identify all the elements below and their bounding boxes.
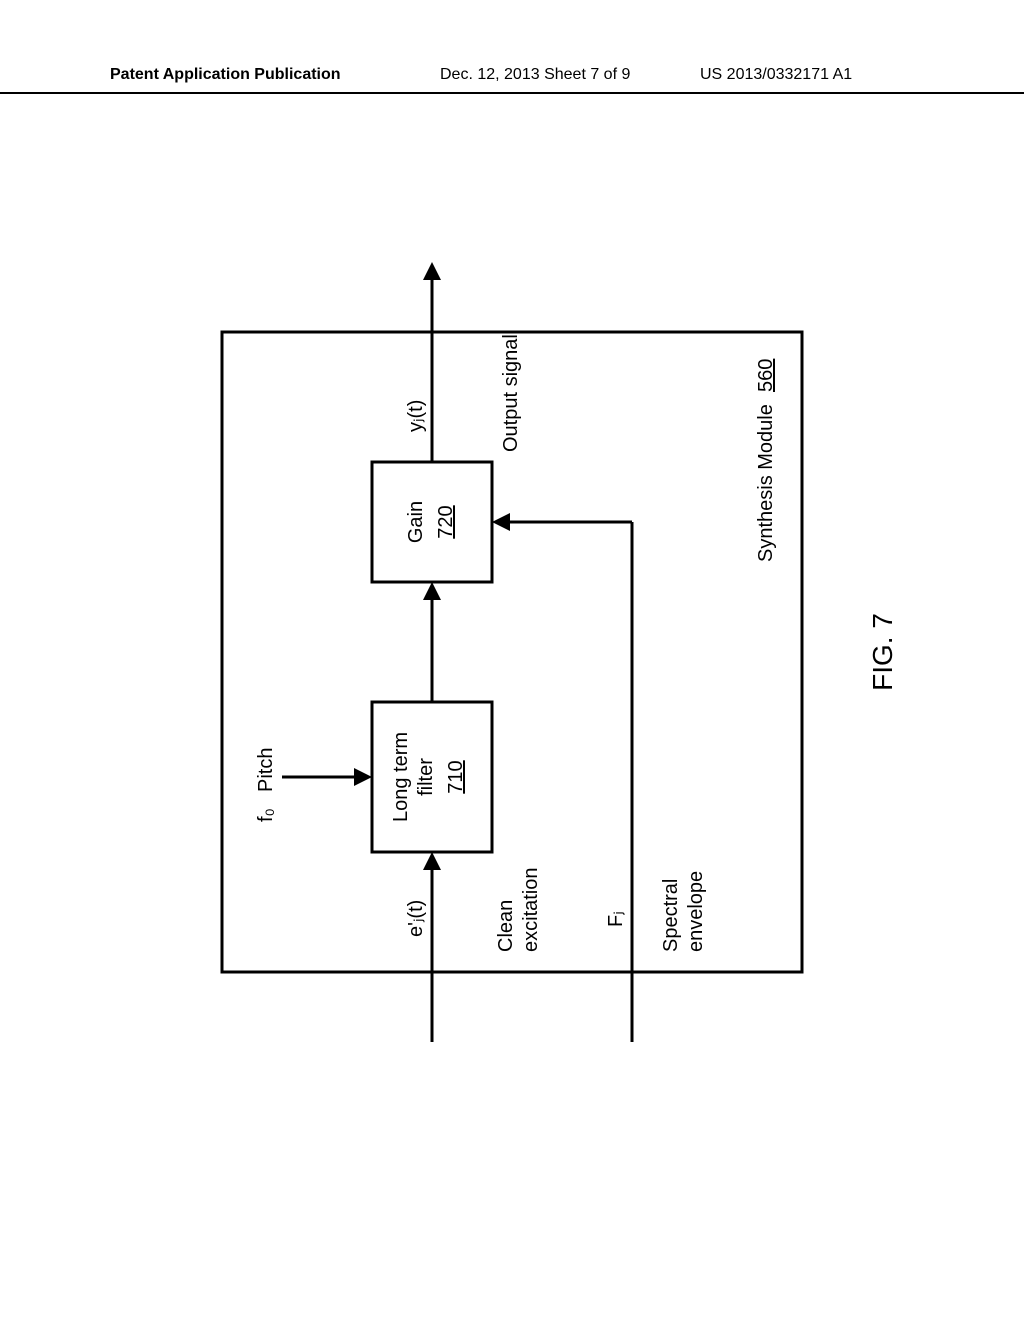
output-symbol: yⱼ(t) — [405, 400, 427, 432]
spectral-symbol: Fⱼ — [605, 911, 627, 927]
arrowhead-output — [423, 262, 441, 280]
output-label: Output signal — [500, 334, 522, 452]
arrowhead-filter-to-gain — [423, 582, 441, 600]
module-label: Synthesis Module — [755, 404, 777, 562]
gain-block — [372, 462, 492, 582]
module-ref: 560 — [755, 359, 777, 392]
arrowhead-excitation-in — [423, 852, 441, 870]
filter-label-line2: filter — [415, 758, 437, 796]
filter-label-line1: Long term — [390, 732, 412, 822]
pitch-label: Pitch — [255, 748, 277, 792]
spectral-label-line1: Spectral — [660, 879, 682, 952]
figure-caption: FIG. 7 — [867, 613, 898, 691]
filter-ref: 710 — [445, 760, 467, 793]
excitation-symbol: e'ⱼ(t) — [405, 900, 427, 937]
excitation-label-line1: Clean — [495, 900, 517, 952]
arrowhead-pitch — [354, 768, 372, 786]
excitation-label-line2: excitation — [520, 868, 542, 953]
figure-diagram: Long term filter 710 Gain 720 — [0, 0, 1024, 1320]
gain-label: Gain — [405, 501, 427, 543]
arrowhead-spectral — [492, 513, 510, 531]
gain-ref: 720 — [435, 505, 457, 538]
pitch-symbol: f₀ — [255, 808, 277, 822]
spectral-label-line2: envelope — [685, 871, 707, 952]
patent-page: Patent Application Publication Dec. 12, … — [0, 0, 1024, 1320]
